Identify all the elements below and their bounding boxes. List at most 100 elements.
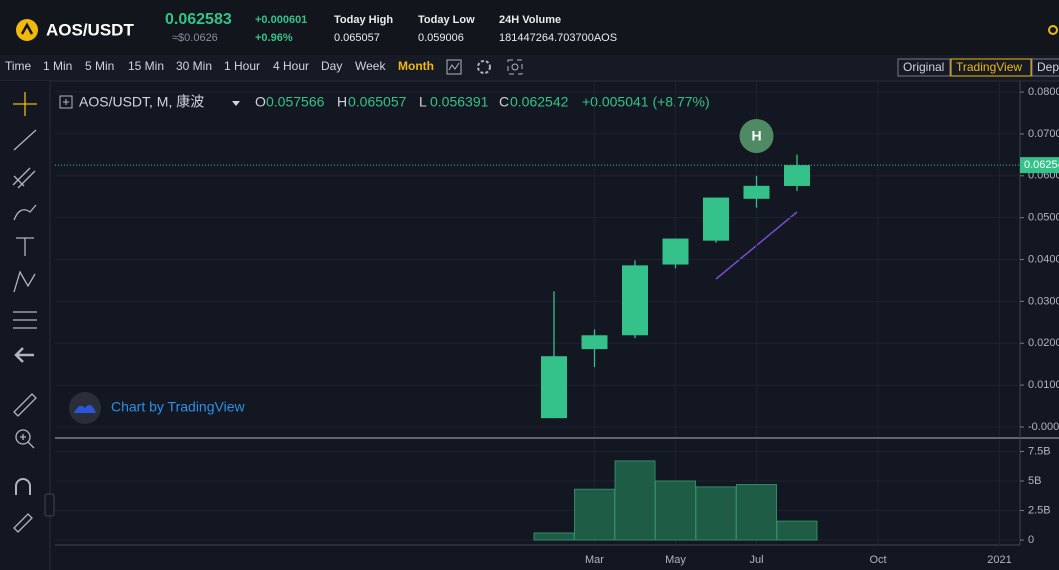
candle-body xyxy=(541,356,567,419)
settings-icon[interactable] xyxy=(477,60,491,74)
watermark[interactable]: Chart by TradingView xyxy=(111,399,245,415)
interval[interactable]: Month xyxy=(398,59,434,73)
interval[interactable]: 1 Min xyxy=(43,59,72,73)
line-tool[interactable] xyxy=(13,129,37,151)
legend-dropdown[interactable] xyxy=(232,101,240,106)
view-label: Original xyxy=(903,60,944,74)
change-pct: +0.96% xyxy=(255,32,293,44)
interval[interactable]: 4 Hour xyxy=(273,59,309,73)
view-label: Depth xyxy=(1037,60,1059,74)
collapse-handle[interactable] xyxy=(44,493,55,517)
y-tick-label: 2.5B xyxy=(1028,504,1051,516)
volume-bar xyxy=(655,480,696,541)
volume-bar xyxy=(533,532,575,541)
legend-value: 0.062542 xyxy=(510,94,569,110)
x-tick-label: Oct xyxy=(869,554,886,566)
price-usd: ≈$0.0626 xyxy=(172,32,218,44)
interval[interactable]: Day xyxy=(321,59,342,73)
x-tick-label: May xyxy=(665,554,686,566)
stat-value: 0.059006 xyxy=(418,32,464,44)
indicator-icon xyxy=(448,62,460,71)
candle-body xyxy=(662,238,689,265)
logo xyxy=(16,19,38,41)
legend-value: 0.056391 xyxy=(430,94,489,110)
crosshair-tool[interactable] xyxy=(13,92,37,116)
pair: AOS/USDT xyxy=(46,20,134,39)
magnet-tool[interactable] xyxy=(15,478,31,495)
indicator-icon[interactable] xyxy=(446,59,462,75)
view-button[interactable] xyxy=(950,58,1032,77)
interval[interactable]: 15 Min xyxy=(128,59,164,73)
legend-toggle[interactable] xyxy=(59,95,73,109)
legend-label: C xyxy=(499,94,509,110)
fullscreen-icon xyxy=(511,63,519,71)
theme-toggle[interactable] xyxy=(1048,25,1058,35)
legend-value: 0.065057 xyxy=(348,94,407,110)
stat-label: Today Low xyxy=(418,14,475,26)
x-tick-label: Mar xyxy=(585,554,604,566)
interval[interactable]: 30 Min xyxy=(176,59,212,73)
interval[interactable]: 5 Min xyxy=(85,59,114,73)
view-label: TradingView xyxy=(956,60,1022,74)
drawing-tools xyxy=(12,92,37,533)
volume-bar xyxy=(736,484,777,541)
volume-bar xyxy=(574,488,615,541)
zoom-tool[interactable] xyxy=(15,429,31,445)
candle-body xyxy=(581,335,608,350)
back-tool[interactable] xyxy=(14,347,34,363)
candle-body xyxy=(622,265,648,336)
fib-tool[interactable] xyxy=(12,167,36,189)
text-tool[interactable] xyxy=(16,237,34,256)
legend-symbol[interactable]: AOS/USDT, M, 康波 xyxy=(79,94,204,110)
price: 0.062583 xyxy=(165,11,232,28)
view-button[interactable] xyxy=(897,58,951,77)
toolbar-bar xyxy=(0,55,1059,81)
high-marker[interactable] xyxy=(739,119,774,154)
interval[interactable]: Week xyxy=(355,59,386,73)
zoom-tool xyxy=(20,434,35,449)
view-button[interactable] xyxy=(1031,58,1059,77)
candle-body xyxy=(703,197,729,241)
legend-value: 0.057566 xyxy=(266,94,325,110)
high-marker-label: H xyxy=(751,128,761,144)
stat-label: 24H Volume xyxy=(499,14,561,26)
legend-change: +0.005041 (+8.77%) xyxy=(582,94,710,110)
legend-toggle xyxy=(63,99,69,105)
y-tick-label: 5B xyxy=(1028,475,1041,487)
legend-label: L xyxy=(419,94,427,110)
stat-value: 0.065057 xyxy=(334,32,380,44)
watermark-logo xyxy=(74,404,96,413)
y-tick-label: 0 xyxy=(1028,534,1034,546)
stat-value: 181447264.703700AOS xyxy=(499,32,617,44)
y-tick-label: 7.5B xyxy=(1028,445,1051,457)
interval[interactable]: 1 Hour xyxy=(224,59,260,73)
y-tick-label: 0.01000 xyxy=(1028,379,1059,391)
volume-bar xyxy=(776,520,818,541)
y-tick-label: -0.00000 xyxy=(1028,421,1059,433)
measure-tool[interactable] xyxy=(13,311,37,329)
pattern-tool[interactable] xyxy=(13,270,36,293)
fullscreen-icon[interactable] xyxy=(507,59,523,75)
current-price-tag xyxy=(1020,157,1059,174)
stat-label: Today High xyxy=(334,14,393,26)
candle-body xyxy=(784,165,810,186)
header-bar xyxy=(0,0,1059,55)
left-toolbar xyxy=(0,81,50,570)
volume-bar xyxy=(695,486,737,541)
brush-tool[interactable] xyxy=(13,204,37,221)
candle-body xyxy=(743,185,770,199)
lock-tool[interactable] xyxy=(13,513,33,533)
ruler-tool[interactable] xyxy=(13,393,37,417)
legend-items: O 0.057566 H 0.065057 L 0.056391 C 0.062542 xyxy=(255,94,569,110)
change: +0.000601 xyxy=(255,14,307,26)
logo-mark xyxy=(20,22,34,35)
current-price-label: 0.06254 xyxy=(1024,159,1059,171)
x-tick-label: 2021 xyxy=(987,554,1011,566)
